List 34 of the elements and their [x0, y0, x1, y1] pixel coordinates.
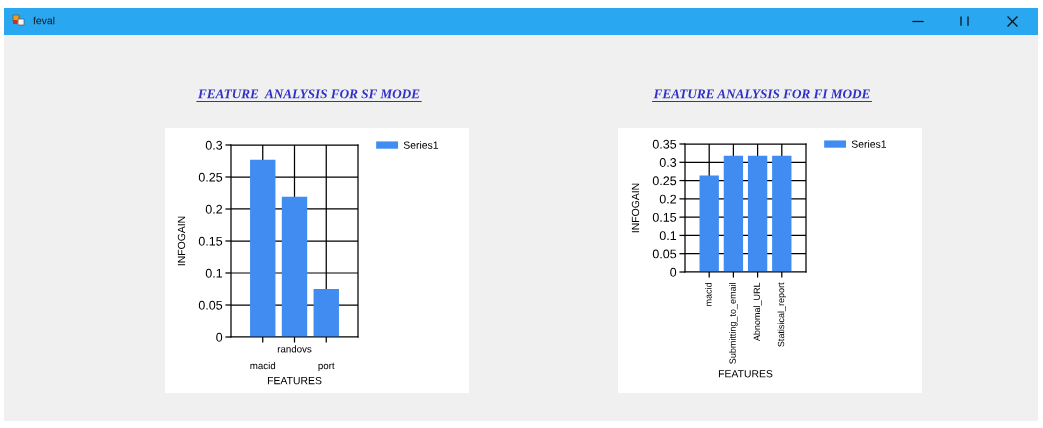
- y-tick-label: 0.05: [198, 300, 223, 310]
- chart-title: FEATURE ANALYSIS FOR FI MODE: [653, 89, 870, 99]
- y-axis-title: INFOGAIN: [631, 183, 640, 233]
- x-axis-title: FEATURES: [718, 370, 773, 378]
- bar: [313, 289, 339, 337]
- x-tick-label: macid: [704, 283, 712, 306]
- bar: [281, 196, 308, 337]
- y-tick-label: 0.1: [659, 231, 677, 241]
- x-tick-label: Submitting_to_email: [729, 283, 738, 364]
- y-tick-label: 0.3: [659, 158, 677, 167]
- x-tick-label: macid: [250, 362, 276, 370]
- y-axis-title: INFOGAIN: [177, 216, 186, 266]
- y-tick-label: 0.2: [659, 194, 677, 204]
- x-tick-label: Statisical_report: [777, 282, 787, 347]
- y-tick-label: 0: [670, 267, 677, 277]
- y-tick-label: 0: [216, 332, 223, 342]
- y-tick-label: 0.15: [198, 236, 223, 246]
- x-tick-label: Abnomal_URL: [753, 282, 762, 342]
- y-tick-label: 0.1: [205, 268, 223, 278]
- y-tick-label: 0.25: [652, 176, 677, 186]
- y-tick-label: 0.05: [652, 249, 677, 259]
- x-axis-title: FEATURES: [267, 376, 322, 385]
- chart-title: FEATURE ANALYSIS FOR SF MODE: [197, 89, 420, 99]
- y-tick-label: 0.3: [205, 140, 223, 150]
- text: feval: [33, 16, 55, 25]
- y-tick-label: 0.15: [652, 212, 677, 222]
- legend-label: Series1: [403, 141, 439, 149]
- y-tick-label: 0.2: [205, 204, 223, 214]
- legend-label: Series1: [851, 140, 887, 148]
- y-tick-label: 0.35: [652, 139, 677, 149]
- bar: [250, 159, 276, 337]
- x-tick-label: randovs: [277, 345, 312, 353]
- y-tick-label: 0.25: [198, 172, 223, 182]
- x-tick-label: port: [318, 362, 335, 372]
